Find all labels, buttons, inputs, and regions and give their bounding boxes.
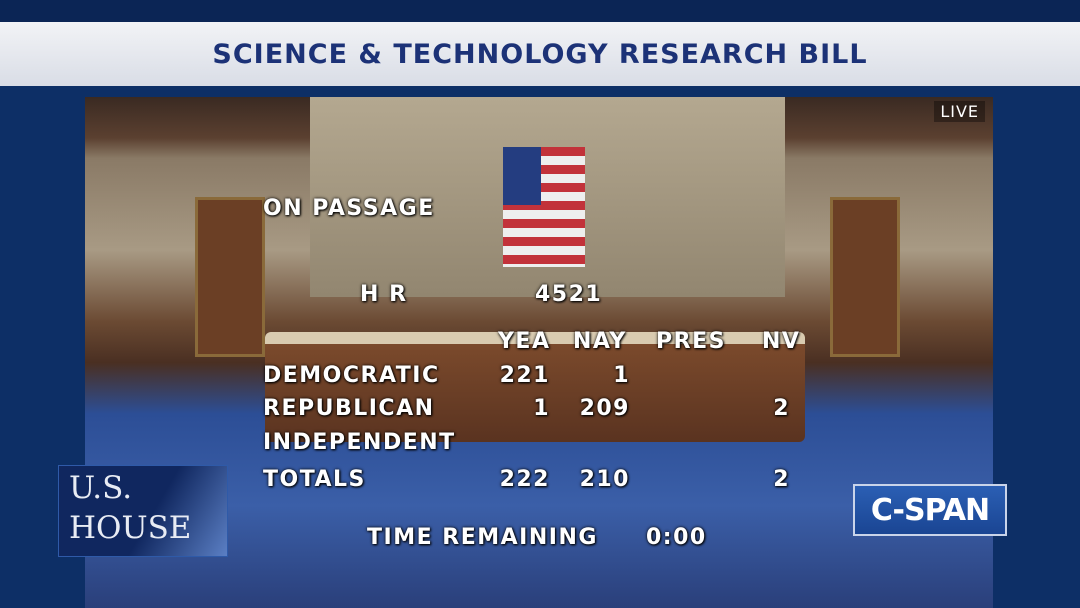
vote-count-nv: 2 [773,467,790,492]
party-label: DEMOCRATIC [263,363,440,388]
vote-count-yea: 1 [533,396,550,421]
party-label: INDEPENDENT [263,430,456,455]
party-label: REPUBLICAN [263,396,435,421]
vote-count-yea: 222 [499,467,550,492]
column-yea: YEA [498,329,551,354]
vote-count-nay: 1 [613,363,630,388]
house-logo-line: HOUSE [69,510,192,546]
vote-count-yea: 221 [499,363,550,388]
column-nv: NV [762,329,801,354]
time-remaining-value: 0:00 [646,525,707,550]
speaker-dais [265,332,805,442]
cspan-logo-text: C-SPAN [870,492,990,528]
column-nay: NAY [573,329,627,354]
vote-count-nay: 209 [579,396,630,421]
vote-count-nay: 210 [579,467,630,492]
chamber-door [830,197,900,357]
cspan-logo: C-SPAN [853,484,1007,536]
bill-number: 4521 [535,282,603,307]
vote-heading: ON PASSAGE [263,196,435,221]
top-band [0,0,1080,22]
video-feed: LIVE [85,97,993,608]
time-remaining-label: TIME REMAINING [367,525,598,550]
column-pres: PRES [656,329,726,354]
party-label: TOTALS [263,467,366,492]
live-indicator: LIVE [934,101,985,122]
us-flag [503,147,585,267]
chamber-door [195,197,265,357]
banner-title: SCIENCE & TECHNOLOGY RESEARCH BILL [212,38,868,70]
us-house-logo: U.S. HOUSE [58,465,228,557]
bill-prefix: H R [360,282,408,307]
house-logo-line: U.S. [69,470,133,506]
vote-count-nv: 2 [773,396,790,421]
title-banner: SCIENCE & TECHNOLOGY RESEARCH BILL [0,22,1080,86]
